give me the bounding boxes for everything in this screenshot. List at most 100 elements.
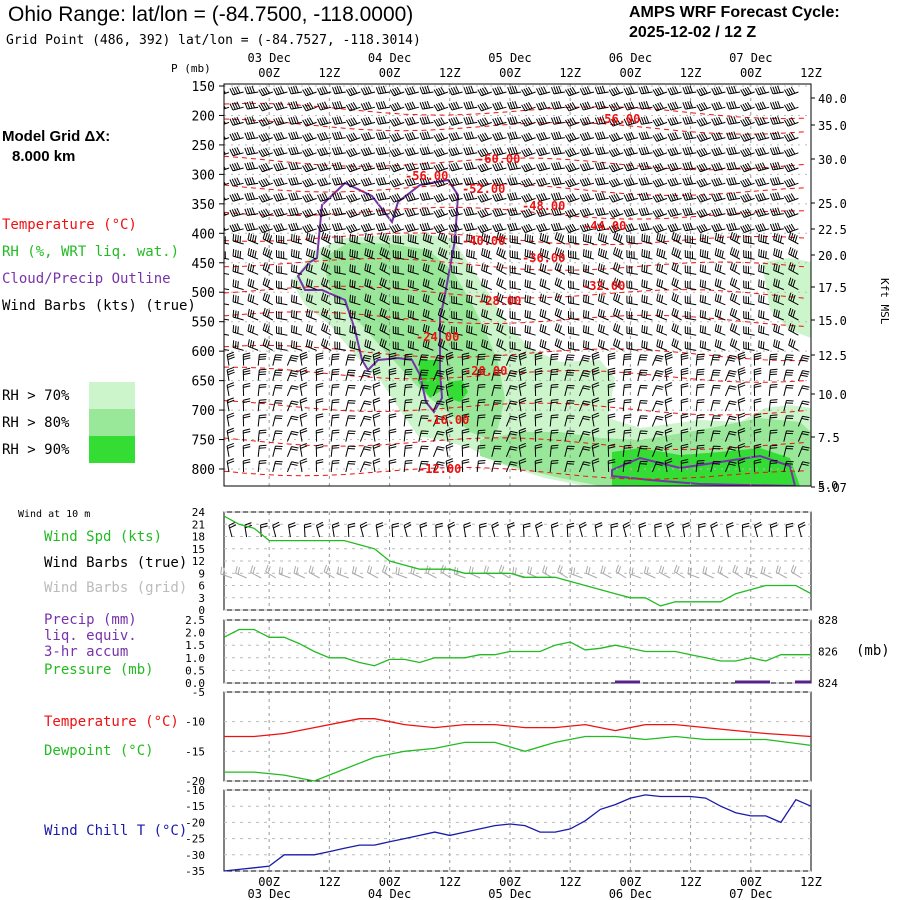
profile-wind-barb <box>306 300 317 306</box>
profile-wind-barb-flag <box>300 460 308 465</box>
profile-wind-barb <box>451 197 463 202</box>
profile-wind-barb <box>451 317 463 321</box>
profile-wind-barb-flag <box>407 264 410 272</box>
profile-wind-barb-flag <box>719 325 722 333</box>
profile-wind-barb-flag <box>345 210 351 218</box>
profile-wind-barb <box>768 369 771 381</box>
profile-wind-barb-flag <box>291 430 299 434</box>
profile-wind-barb <box>372 385 376 397</box>
profile-wind-barb-flag <box>351 264 354 273</box>
profile-wind-barb-flag <box>783 210 789 218</box>
profile-wind-barb <box>306 228 317 234</box>
profile-wind-barb <box>700 213 711 218</box>
profile-wind-barb-flag <box>507 193 511 201</box>
profile-wind-barb-flag <box>462 398 470 401</box>
profile-wind-barb-flag <box>518 412 526 417</box>
profile-wind-barb-flag <box>280 162 285 170</box>
profile-wind-barb-flag <box>352 86 358 94</box>
profile-wind-barb-flag <box>759 162 764 170</box>
profile-wind-barb-flag <box>481 278 484 286</box>
profile-wind-barb <box>553 106 565 110</box>
profile-wind-barb-flag <box>353 250 356 258</box>
profile-wind-barb <box>664 430 668 442</box>
profile-wind-barb-flag <box>675 340 679 348</box>
profile-wind-barb <box>291 301 303 306</box>
precip-panel-tick-label: 1.5 <box>185 639 205 652</box>
profile-wind-barb-flag <box>304 194 309 202</box>
profile-wind-barb-flag <box>258 119 263 127</box>
profile-wind-barb-flag <box>536 88 541 96</box>
profile-wind-barb-flag <box>227 384 235 389</box>
profile-wind-barb-flag <box>465 208 470 216</box>
profile-wind-barb-flag <box>453 117 458 125</box>
profile-wind-barb <box>637 430 641 442</box>
profile-wind-barb-flag <box>726 117 730 125</box>
profile-wind-barb <box>700 182 711 188</box>
profile-wind-barb-flag <box>319 87 324 95</box>
profile-wind-barb <box>583 182 595 187</box>
profile-wind-barb-flag <box>664 442 672 447</box>
profile-wind-barb-flag <box>226 382 234 386</box>
profile-wind-barb-flag <box>792 264 796 272</box>
profile-wind-barb <box>349 286 361 291</box>
profile-wind-barb-flag <box>774 86 779 94</box>
wind-panel-barb-grid-flag <box>222 567 225 575</box>
profile-wind-barb <box>491 430 495 442</box>
profile-wind-barb-flag <box>251 295 255 303</box>
profile-wind-barb-flag <box>608 352 616 356</box>
profile-wind-barb-flag <box>421 208 426 216</box>
profile-wind-barb-flag <box>682 102 686 110</box>
profile-wind-barb-flag <box>667 194 672 202</box>
profile-wind-barb-flag <box>608 210 614 218</box>
profile-wind-barb-flag <box>440 223 445 231</box>
profile-wind-barb-flag <box>321 147 326 155</box>
profile-wind-barb-flag <box>655 417 663 421</box>
profile-wind-barb <box>422 197 434 201</box>
wind-panel-barb-true <box>594 525 598 538</box>
wind-panel-barb-grid <box>629 573 641 579</box>
profile-wind-barb <box>232 270 244 275</box>
profile-wind-barb-flag <box>641 340 643 348</box>
profile-wind-barb-flag <box>327 235 331 243</box>
profile-wind-barb-flag <box>237 326 239 334</box>
profile-wind-barb-flag <box>655 433 663 436</box>
profile-wind-barb-flag <box>302 165 307 173</box>
profile-wind-barb-flag <box>332 353 340 356</box>
profile-wind-barb <box>772 182 784 186</box>
profile-wind-barb-flag <box>446 445 454 449</box>
profile-wind-barb-flag <box>541 279 545 287</box>
profile-wind-barb <box>539 300 551 306</box>
profile-wind-barb-flag <box>300 371 308 376</box>
profile-wind-barb-flag <box>273 209 278 217</box>
profile-wind-barb-flag <box>681 352 689 356</box>
profile-wind-barb-flag <box>794 235 798 243</box>
profile-wind-barb-flag <box>445 442 453 447</box>
profile-wind-barb <box>626 332 638 336</box>
profile-wind-barb-flag <box>339 116 343 124</box>
profile-wind-barb-flag <box>405 353 413 356</box>
profile-wind-barb-flag <box>594 117 599 125</box>
profile-wind-barb-flag <box>479 88 485 96</box>
profile-wind-barb-flag <box>332 355 340 358</box>
rh-key-80-swatch <box>89 409 135 436</box>
profile-wind-barb-flag <box>702 295 704 303</box>
profile-wind-barb <box>495 213 507 217</box>
profile-wind-barb <box>247 213 259 217</box>
profile-wind-barb <box>724 416 730 427</box>
profile-wind-barb <box>276 228 288 233</box>
profile-wind-barb-flag <box>321 223 326 231</box>
profile-wind-barb-flag <box>624 416 632 419</box>
profile-wind-barb <box>224 167 230 171</box>
profile-wind-barb-flag <box>543 341 547 349</box>
profile-wind-barb-flag <box>243 382 251 386</box>
forecast-cycle-value: 2025-12-02 / 12 Z <box>629 24 757 41</box>
profile-wind-barb-flag <box>363 387 371 390</box>
wind-panel-barb-true-flag <box>742 522 750 526</box>
profile-wind-barb-flag <box>466 249 468 257</box>
profile-wind-barb <box>525 182 536 188</box>
profile-wind-barb-flag <box>792 234 796 242</box>
profile-wind-barb <box>393 287 405 291</box>
profile-wind-barb-flag <box>711 164 716 172</box>
time-tick-bottom: 12Z <box>439 875 461 889</box>
profile-wind-barb <box>525 121 536 127</box>
